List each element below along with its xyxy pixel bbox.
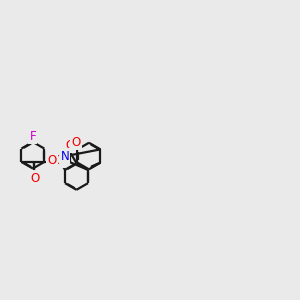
Text: O: O [66, 139, 75, 152]
Text: O: O [71, 136, 81, 149]
Text: F: F [29, 130, 36, 143]
Text: O: O [30, 172, 40, 184]
Text: O: O [47, 154, 57, 167]
Text: O: O [54, 154, 64, 166]
Text: N: N [60, 149, 69, 163]
